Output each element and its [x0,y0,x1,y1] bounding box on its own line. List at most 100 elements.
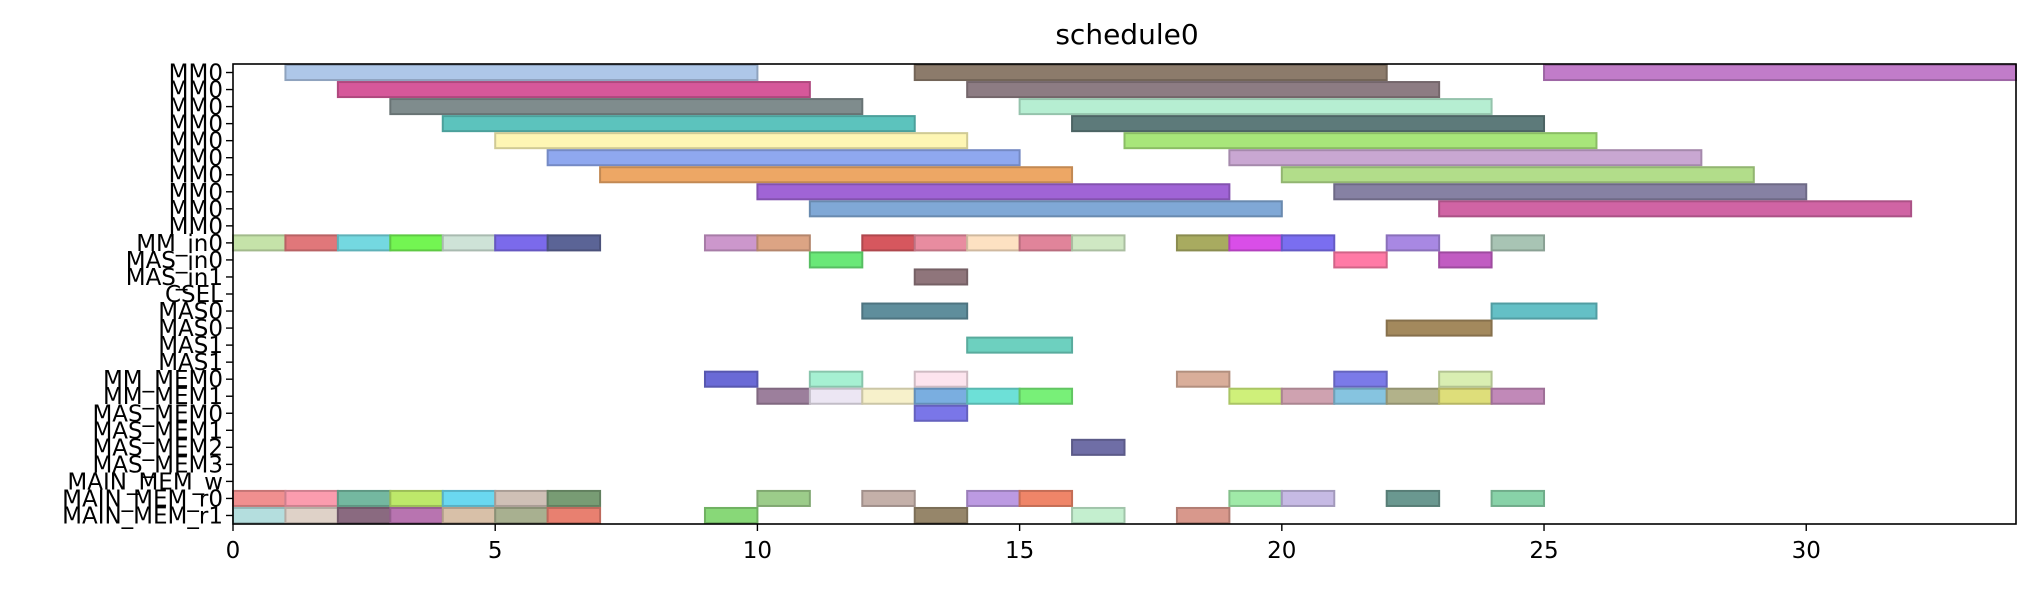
task-bar [966,234,1021,252]
x-tick-label: 15 [1005,538,1034,564]
y-tick-label: CSEL [165,282,223,308]
y-tick-label: MAIN_MEM_r1 [62,503,223,529]
task-bar [1123,132,1598,150]
y-tick-label: MM0 [169,61,223,87]
task-bar [599,166,1074,184]
task-bar [1228,149,1703,167]
task-bar [1175,370,1231,388]
task-bar [756,489,811,507]
x-tick-label: 25 [1529,538,1558,564]
x-tick-label: 30 [1792,538,1821,564]
task-bar [913,404,969,422]
task-bar [1228,234,1283,252]
task-bar [336,489,392,507]
task-bar [1018,387,1074,405]
task-bar [1071,438,1126,456]
task-bar [1385,234,1441,252]
task-bar [494,506,549,524]
task-bar [966,81,1441,99]
task-bar [494,132,969,150]
task-bar [389,506,444,524]
task-bar [703,370,759,388]
y-tick-label: MM0 [169,214,223,240]
task-bar [861,234,916,252]
y-tick-label: MM0 [169,112,223,138]
task-bar [808,251,864,269]
y-tick-label: MAS1 [158,333,223,359]
task-bar [1018,489,1074,507]
x-tick-label: 0 [226,538,241,564]
y-tick-label: MAS_in1 [126,265,223,291]
task-bar [1333,251,1388,269]
task-bar [966,336,1074,354]
chart-title: schedule0 [1055,18,1198,51]
y-tick-label: MM0 [169,129,223,155]
task-bar [284,506,339,524]
task-bar [913,370,969,388]
task-bar [389,98,864,116]
y-tick-label: MAS1 [158,350,223,376]
y-tick-label: MAIN_MEM_r0 [62,486,223,512]
task-bar [1490,387,1546,405]
y-tick-label: MM_in0 [136,231,223,257]
bars-layer [232,64,2017,524]
y-tick-label: MAS_MEM1 [92,418,223,444]
task-bar [913,268,969,286]
task-bar [913,64,1388,82]
task-bar [389,489,444,507]
task-bar [966,489,1021,507]
task-bar [1438,370,1493,388]
task-bar [284,489,339,507]
task-bar [808,200,1283,218]
task-bar [284,234,339,252]
task-bar [1438,251,1493,269]
task-bar [1175,234,1231,252]
task-bar [1071,506,1126,524]
y-tick-label: MAS_MEM2 [92,435,223,461]
task-bar [1438,387,1493,405]
task-bar [756,183,1231,201]
task-bar [284,64,759,82]
y-tick-label: MAS0 [158,316,223,342]
task-bar [913,387,969,405]
task-bar [966,387,1021,405]
x-tick-label: 10 [743,538,772,564]
task-bar [336,506,392,524]
task-bar [441,115,916,133]
y-tick-label: MM_MEM1 [103,384,223,410]
task-bar [441,506,497,524]
task-bar [494,234,549,252]
y-tick-label: MAS_MEM3 [92,452,223,478]
task-bar [913,234,969,252]
task-bar [441,234,497,252]
task-bar [756,387,811,405]
task-bar [1490,489,1546,507]
y-tick-label: MAS_MEM0 [92,401,223,427]
task-bar [1385,387,1441,405]
y-axis: MM0MM0MM0MM0MM0MM0MM0MM0MM0MM0MM_in0MAS_… [62,61,233,529]
y-tick-label: MM_MEM0 [103,367,223,393]
task-bar [861,302,969,320]
y-tick-label: MM0 [169,95,223,121]
task-bar [1175,506,1231,524]
task-bar [546,506,602,524]
task-bar [1333,183,1808,201]
task-bar [546,149,1021,167]
task-bar [389,234,444,252]
task-bar [1228,489,1283,507]
task-bar [1071,115,1546,133]
y-tick-label: MM0 [169,78,223,104]
task-bar [861,387,916,405]
task-bar [232,506,287,524]
task-bar [1280,166,1755,184]
task-bar [703,234,759,252]
task-bar [1018,234,1074,252]
task-bar [861,489,916,507]
task-bar [1280,387,1336,405]
task-bar [1280,234,1336,252]
task-bar [1018,98,1493,116]
task-bar [232,234,287,252]
task-bar [703,506,759,524]
